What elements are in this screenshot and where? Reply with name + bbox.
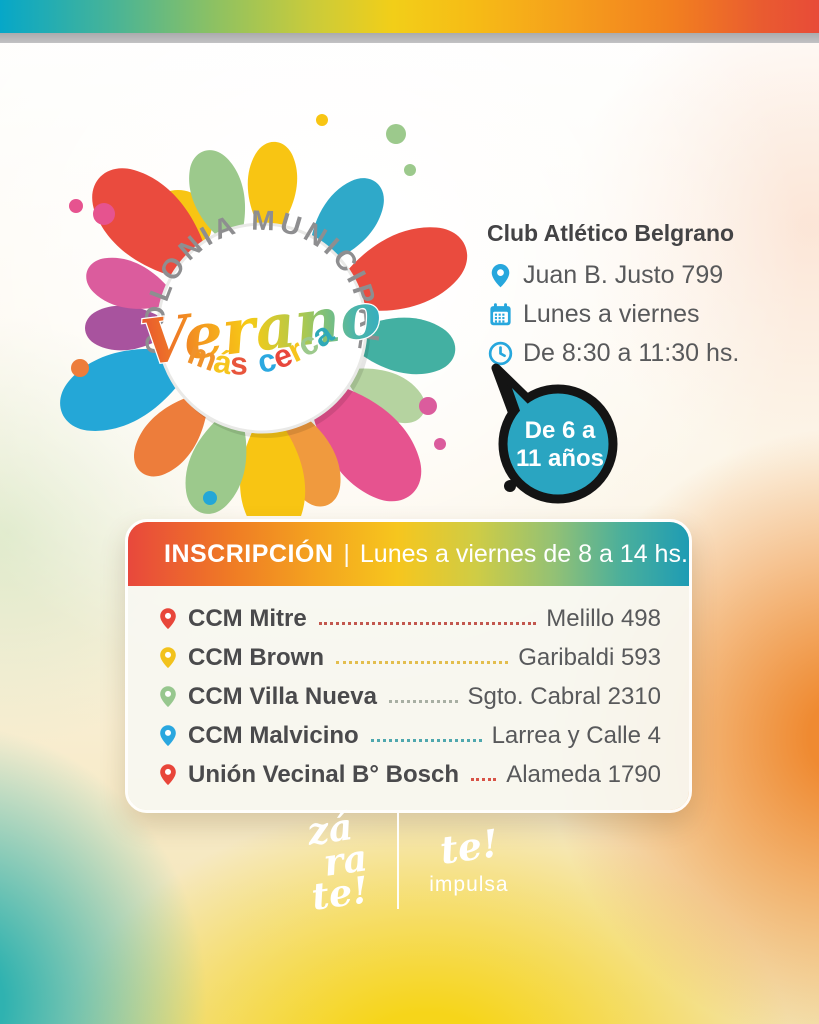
location-pin-icon — [160, 647, 176, 668]
location-name: CCM Brown — [188, 643, 324, 671]
footer-divider — [397, 812, 400, 909]
dotted-leader — [335, 661, 509, 664]
colonia-verano-logo: COLONIA MUNICIPAL Verano más cerca — [60, 114, 470, 516]
impulsa-brand: te! — [436, 820, 501, 874]
location-pin-icon — [160, 608, 176, 629]
inscription-schedule: Lunes a viernes de 8 a 14 hs. — [359, 539, 688, 568]
venue-days-row: Lunes a viernes — [487, 295, 739, 334]
location-row: CCM Mitre Melillo 498 — [156, 599, 661, 638]
location-pin-icon — [160, 725, 176, 746]
location-row: CCM Malvicino Larrea y Calle 4 — [156, 716, 661, 755]
location-address: Sgto. Cabral 2310 — [467, 682, 661, 710]
dotted-leader — [318, 622, 537, 625]
age-line2: 11 años — [516, 445, 604, 472]
location-pin-icon — [160, 686, 176, 707]
venue-days: Lunes a viernes — [523, 300, 700, 328]
logo-circle — [156, 222, 368, 434]
clock-icon — [488, 341, 513, 366]
venue-title: Club Atlético Belgrano — [487, 220, 735, 246]
location-pin-icon — [491, 264, 510, 288]
inscription-card: INSCRIPCIÓN | Lunes a viernes de 8 a 14 … — [125, 519, 692, 813]
splash-petals — [60, 114, 470, 516]
location-row: Unión Vecinal B° Bosch Alameda 1790 — [156, 755, 661, 794]
location-row: CCM Villa Nueva Sgto. Cabral 2310 — [156, 677, 661, 716]
location-address: Melillo 498 — [546, 604, 661, 632]
location-address: Garibaldi 593 — [518, 643, 661, 671]
location-name: CCM Malvicino — [188, 721, 359, 749]
location-row: CCM Brown Garibaldi 593 — [156, 638, 661, 677]
age-bubble: De 6 a 11 años — [491, 363, 618, 504]
location-name: Unión Vecinal B° Bosch — [188, 760, 459, 788]
rainbow-top-bar — [0, 0, 819, 33]
footer-logos: zá ra te! te! impulsa — [0, 804, 819, 919]
locations-list: CCM Mitre Melillo 498 CCM Brown Garibald… — [128, 586, 689, 810]
venue-address: Juan B. Justo 799 — [523, 261, 724, 289]
dotted-leader — [370, 739, 482, 742]
venue-hours-row: De 8:30 a 11:30 hs. — [487, 334, 739, 373]
dotted-leader — [388, 700, 458, 703]
dotted-leader — [470, 778, 497, 781]
gray-top-bar — [0, 33, 819, 43]
location-address: Larrea y Calle 4 — [491, 721, 661, 749]
zarate-line: te! — [309, 867, 372, 919]
location-address: Alameda 1790 — [506, 760, 661, 788]
venue-address-row: Juan B. Justo 799 — [487, 256, 739, 295]
bubble-dot — [504, 480, 516, 492]
location-pin-icon — [160, 764, 176, 785]
inscription-header: INSCRIPCIÓN | Lunes a viernes de 8 a 14 … — [128, 522, 689, 586]
zarate-logo: zá ra te! — [304, 804, 374, 919]
venue-info: Club Atlético Belgrano Juan B. Justo 799 — [487, 220, 739, 373]
inscription-separator: | — [343, 539, 350, 568]
location-name: CCM Mitre — [188, 604, 307, 632]
location-name: CCM Villa Nueva — [188, 682, 377, 710]
calendar-icon — [490, 303, 511, 326]
age-line1: De 6 a — [525, 417, 596, 444]
impulsa-logo: te! impulsa — [429, 820, 509, 897]
inscription-title: INSCRIPCIÓN — [164, 539, 334, 568]
impulsa-label: impulsa — [429, 873, 509, 897]
venue-hours: De 8:30 a 11:30 hs. — [523, 339, 740, 367]
